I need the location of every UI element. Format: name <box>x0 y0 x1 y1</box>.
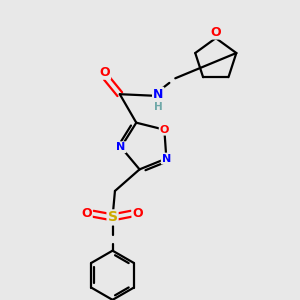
Text: O: O <box>160 125 169 135</box>
Text: O: O <box>100 66 110 79</box>
Text: N: N <box>162 154 171 164</box>
Text: O: O <box>81 207 92 220</box>
Text: O: O <box>211 26 221 39</box>
Text: O: O <box>132 207 143 220</box>
Text: S: S <box>107 210 118 224</box>
Text: N: N <box>116 142 126 152</box>
Text: H: H <box>154 102 163 112</box>
Text: N: N <box>153 88 164 101</box>
